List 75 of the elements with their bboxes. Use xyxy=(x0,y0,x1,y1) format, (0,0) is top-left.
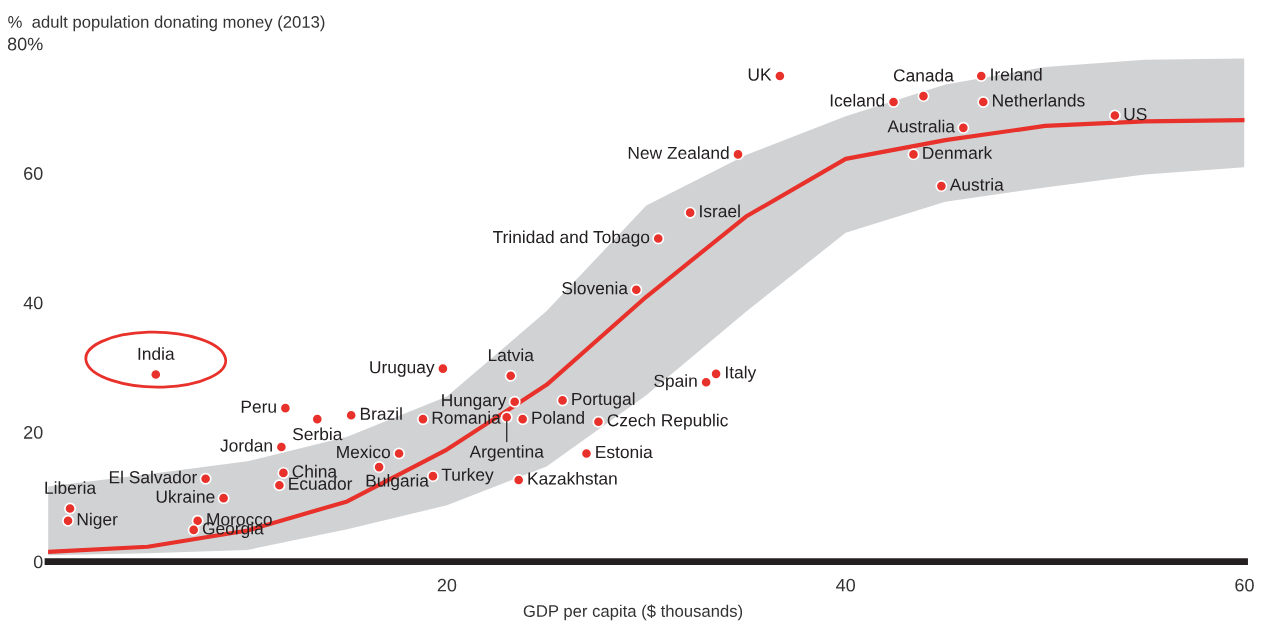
point xyxy=(199,472,212,485)
point xyxy=(373,461,386,474)
annotation: Australia xyxy=(887,119,955,133)
annotation: Spain xyxy=(654,374,697,391)
point xyxy=(957,121,970,134)
point xyxy=(187,523,200,536)
annotation: Serbia xyxy=(292,427,343,441)
point xyxy=(64,502,77,515)
annotation: China xyxy=(292,464,338,478)
point xyxy=(907,148,920,161)
annotation: Slovenia xyxy=(562,281,628,295)
annotation: Italy xyxy=(726,365,757,382)
x-tick-label: 20 xyxy=(437,578,457,592)
point xyxy=(273,479,286,492)
annotation: Portugal xyxy=(572,392,635,409)
point xyxy=(977,95,990,108)
annotation: Estonia xyxy=(596,445,653,459)
point xyxy=(516,413,529,426)
annotation: Czech Republic xyxy=(607,413,728,430)
annotation: Uruguay xyxy=(370,361,435,377)
annotation: Niger xyxy=(77,512,118,529)
annotation: El Salvador xyxy=(109,470,198,484)
y-axis-title: % adult population donating money (2013) xyxy=(8,15,325,32)
point xyxy=(975,70,988,83)
annotation: Poland xyxy=(532,411,584,424)
annotation: Kazakhstan xyxy=(528,471,617,485)
point xyxy=(277,466,290,479)
x-tick-label: 60 xyxy=(1235,578,1254,592)
annotation: Austria xyxy=(949,178,1004,191)
annotation: Turkey xyxy=(441,468,494,485)
annotation: Hungary xyxy=(442,394,507,410)
annotation: Iceland xyxy=(830,93,885,107)
annotation: Brazil xyxy=(360,407,402,420)
point xyxy=(592,415,605,428)
point xyxy=(508,395,521,408)
point xyxy=(62,514,75,527)
annotation: New Zealand xyxy=(628,146,729,160)
point xyxy=(504,369,517,382)
annotation: Ecuador xyxy=(289,477,353,490)
point xyxy=(887,95,900,108)
annotation: India xyxy=(138,347,175,360)
annotation: Israel xyxy=(700,204,740,218)
point xyxy=(556,394,569,407)
point xyxy=(917,90,930,103)
y-tick-label: 0 xyxy=(33,555,43,569)
point xyxy=(1108,109,1121,122)
y-tick-label: 20 xyxy=(24,426,43,439)
y-tick-label: 80% xyxy=(7,37,43,51)
annotation: Denmark xyxy=(923,146,993,160)
x-tick-label: 40 xyxy=(836,578,856,592)
annotation: Liberia xyxy=(45,481,97,494)
point xyxy=(416,413,429,426)
point xyxy=(630,283,643,296)
annotation: US xyxy=(1124,107,1147,121)
annotation: UK xyxy=(748,68,772,81)
x-axis-title: GDP per capita ($ thousands) xyxy=(523,604,743,621)
annotation: Ireland xyxy=(991,67,1042,81)
point xyxy=(935,180,948,193)
y-tick-label: 60 xyxy=(24,167,43,180)
annotation: Jordan xyxy=(220,438,272,452)
annotation: Latvia xyxy=(488,348,534,362)
annotation: Argentina xyxy=(469,445,544,462)
y-tick-label: 40 xyxy=(23,296,43,310)
annotation: Netherlands xyxy=(993,93,1085,107)
point xyxy=(393,447,406,460)
point xyxy=(500,411,513,424)
annotation: Peru xyxy=(241,400,276,413)
annotation: Ukraine xyxy=(156,490,215,503)
point xyxy=(217,492,230,505)
point xyxy=(684,206,697,219)
point xyxy=(652,232,665,245)
annotation: Trinidad and Tobago xyxy=(493,230,650,247)
annotation: Mexico xyxy=(337,445,390,459)
point xyxy=(191,514,204,527)
annotation: Canada xyxy=(893,68,954,82)
